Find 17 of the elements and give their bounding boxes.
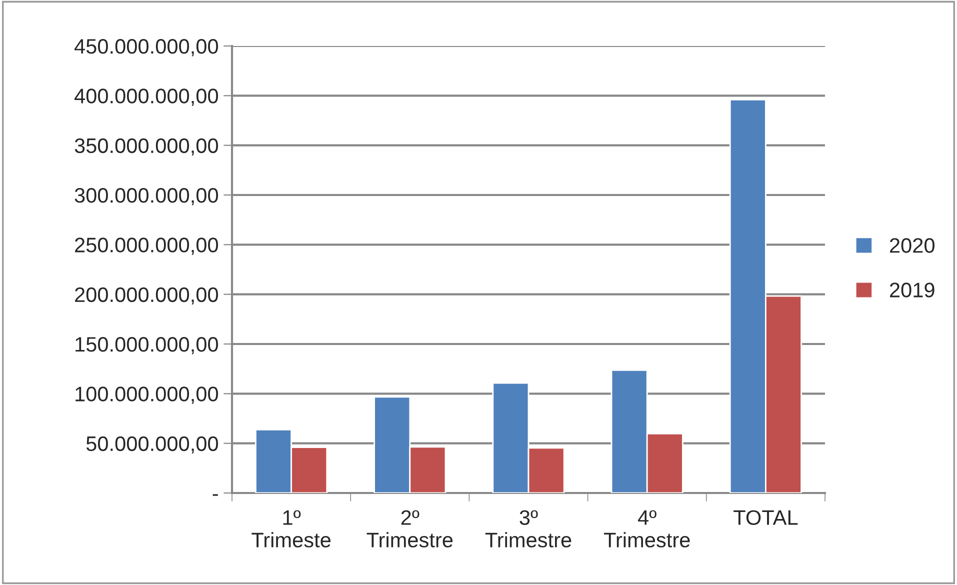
y-tick-label: 250.000.000,00	[75, 238, 218, 255]
y-tick-label: 100.000.000,00	[76, 386, 218, 404]
y-tick-label: -	[212, 494, 218, 496]
y-tick-label: 150.000.000,00	[76, 337, 218, 354]
y-tick-label: 200.000.000,00	[75, 287, 218, 305]
x-tick-label: TOTAL	[734, 510, 798, 525]
x-tick-label: 3º Trimestre	[485, 510, 572, 548]
legend-label: 2020	[890, 238, 934, 253]
y-tick-label: 400.000.000,00	[74, 88, 218, 106]
x-tick-label: 1º Trimeste	[252, 510, 330, 548]
legend-label: 2019	[890, 282, 934, 298]
x-tick-label: 4º Trimestre	[604, 510, 690, 548]
y-tick-label: 300.000.000,00	[74, 188, 218, 206]
x-tick-label: 2º Trimestre	[366, 510, 453, 548]
y-tick-label: 450.000.000,00	[74, 39, 218, 56]
y-tick-label: 350.000.000,00	[74, 138, 218, 156]
y-tick-label: 50.000.000,00	[86, 436, 218, 454]
